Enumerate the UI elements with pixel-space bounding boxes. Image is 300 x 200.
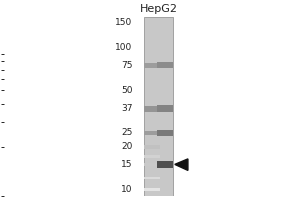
Bar <box>144 145 160 149</box>
Bar <box>157 161 173 168</box>
Bar <box>157 105 173 112</box>
Bar <box>144 131 160 135</box>
Bar <box>157 130 173 136</box>
Bar <box>157 62 173 68</box>
Bar <box>144 163 160 166</box>
Polygon shape <box>175 159 188 170</box>
Bar <box>144 188 160 191</box>
Bar <box>144 106 160 112</box>
Text: 100: 100 <box>115 43 133 52</box>
Bar <box>144 177 160 179</box>
Bar <box>144 155 160 158</box>
Text: 10: 10 <box>121 185 133 194</box>
Bar <box>144 17 173 196</box>
Text: 20: 20 <box>121 142 133 151</box>
Text: 25: 25 <box>121 128 133 137</box>
Text: 15: 15 <box>121 160 133 169</box>
Text: HepG2: HepG2 <box>140 4 178 14</box>
Text: 50: 50 <box>121 86 133 95</box>
Text: 150: 150 <box>115 18 133 27</box>
Text: 37: 37 <box>121 104 133 113</box>
Bar <box>144 63 160 68</box>
Text: 75: 75 <box>121 61 133 70</box>
